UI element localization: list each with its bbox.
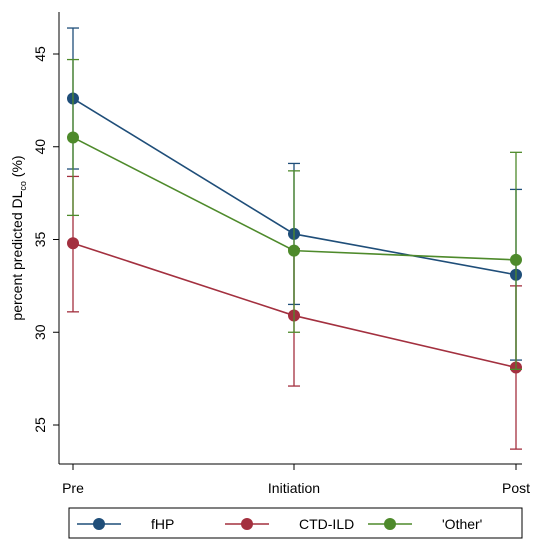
- legend-label: 'Other': [442, 516, 482, 532]
- y-tick-label: 45: [32, 46, 48, 62]
- y-tick-label: 30: [32, 324, 48, 340]
- x-ticks: Pre Initiation Post: [62, 464, 530, 496]
- axes: [58, 12, 522, 465]
- legend: fHP CTD-ILD 'Other': [68, 507, 523, 539]
- legend-marker: [384, 518, 396, 530]
- y-axis-label-subscript: co: [18, 181, 28, 191]
- y-axis-label-main: percent predicted DL: [9, 190, 25, 320]
- x-tick-label: Post: [502, 480, 530, 496]
- legend-label: CTD-ILD: [299, 516, 354, 532]
- y-axis-label: percent predicted DLco (%): [9, 155, 28, 320]
- y-tick-label: 40: [32, 139, 48, 155]
- data-point: [288, 244, 300, 257]
- legend-label: fHP: [151, 516, 174, 532]
- y-tick-label: 35: [32, 232, 48, 248]
- data-point: [510, 253, 522, 266]
- x-tick-label: Pre: [62, 480, 84, 496]
- x-tick-label: Initiation: [268, 480, 320, 496]
- y-tick-label: 25: [32, 417, 48, 433]
- data-point: [67, 131, 79, 144]
- data-point: [67, 237, 79, 250]
- legend-box: [68, 507, 523, 539]
- y-axis-label-suffix: (%): [9, 155, 25, 181]
- legend-marker: [241, 518, 253, 530]
- y-ticks: 25 30 35 40 45: [32, 46, 59, 433]
- series-2: [67, 58, 522, 371]
- legend-marker: [93, 518, 105, 530]
- series-layer: [67, 27, 522, 450]
